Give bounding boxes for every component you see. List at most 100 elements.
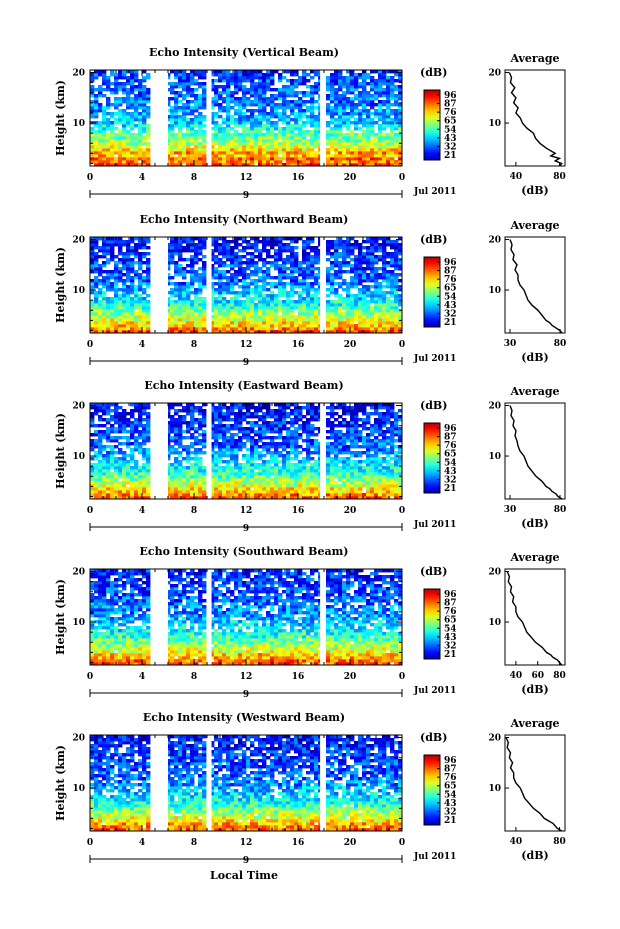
heatmap-cell <box>190 270 195 274</box>
heatmap-cell <box>310 315 315 319</box>
heatmap-cell <box>198 154 203 158</box>
heatmap-cell <box>338 136 343 140</box>
heatmap-cell <box>98 300 103 304</box>
heatmap-cell <box>314 136 319 140</box>
heatmap-cell <box>186 469 191 473</box>
heatmap-cell <box>258 109 263 113</box>
heatmap-cell <box>262 88 267 92</box>
heatmap-cell <box>218 136 223 140</box>
heatmap-cell <box>174 97 179 101</box>
heatmap-cell <box>138 136 143 140</box>
heatmap-cell <box>358 154 363 158</box>
heatmap-cell <box>338 160 343 164</box>
heatmap-cell <box>98 445 103 449</box>
heatmap-cell <box>182 139 187 143</box>
heatmap-cell <box>282 112 287 116</box>
heatmap-cell <box>102 324 107 328</box>
heatmap-cell <box>378 127 383 131</box>
heatmap-cell <box>374 103 379 107</box>
heatmap-cell <box>130 469 135 473</box>
heatmap-cell <box>110 246 115 250</box>
heatmap-cell <box>146 309 151 313</box>
heatmap-cell <box>370 252 375 256</box>
heatmap-cell <box>218 279 223 283</box>
heatmap-cell <box>226 463 231 467</box>
heatmap-cell <box>294 327 299 331</box>
heatmap-cell <box>198 306 203 310</box>
heatmap-cell <box>178 163 183 167</box>
heatmap-cell <box>218 270 223 274</box>
heatmap-cell <box>178 288 183 292</box>
heatmap-cell <box>394 151 399 155</box>
heatmap-cell <box>298 76 303 80</box>
heatmap-cell <box>358 243 363 247</box>
heatmap-cell <box>286 318 291 322</box>
heatmap-cell <box>134 493 139 497</box>
heatmap-cell <box>142 124 147 128</box>
heatmap-cell <box>90 442 95 446</box>
heatmap-cell <box>142 151 147 155</box>
heatmap-cell <box>386 324 391 328</box>
x-tick-label: 16 <box>292 340 305 350</box>
heatmap-cell <box>202 88 207 92</box>
heatmap-cell <box>106 309 111 313</box>
heatmap-cell <box>238 154 243 158</box>
heatmap-cell <box>366 252 371 256</box>
heatmap-cell <box>182 457 187 461</box>
heatmap-cell <box>366 157 371 161</box>
heatmap-cell <box>306 252 311 256</box>
heatmap-cell <box>198 288 203 292</box>
heatmap-cell <box>238 270 243 274</box>
heatmap-cell <box>118 151 123 155</box>
heatmap-cell <box>114 466 119 470</box>
heatmap-cell <box>106 100 111 104</box>
heatmap-cell <box>110 151 115 155</box>
heatmap-cell <box>202 478 207 482</box>
heatmap-cell <box>334 258 339 262</box>
heatmap-cell <box>214 321 219 325</box>
heatmap-cell <box>354 127 359 131</box>
heatmap-cell <box>110 282 115 286</box>
heatmap-cell <box>198 160 203 164</box>
heatmap-cell <box>306 79 311 83</box>
heatmap-cell <box>358 157 363 161</box>
heatmap-cell <box>182 267 187 271</box>
heatmap-cell <box>394 312 399 316</box>
heatmap-cell <box>102 76 107 80</box>
heatmap-cell <box>302 258 307 262</box>
heatmap-cell <box>398 249 403 253</box>
heatmap-cell <box>182 312 187 316</box>
heatmap-cell <box>122 285 127 289</box>
heatmap-cell <box>222 439 227 443</box>
heatmap-cell <box>122 484 127 488</box>
heatmap-cell <box>94 451 99 455</box>
heatmap-cell <box>190 255 195 259</box>
heatmap-cell <box>110 306 115 310</box>
heatmap-cell <box>250 157 255 161</box>
heatmap-cell <box>326 309 331 313</box>
heatmap-cell <box>138 279 143 283</box>
heatmap-cell <box>114 469 119 473</box>
heatmap-cell <box>126 312 131 316</box>
heatmap-cell <box>338 312 343 316</box>
heatmap-cell <box>330 324 335 328</box>
heatmap-cell <box>362 121 367 125</box>
heatmap-cell <box>174 315 179 319</box>
heatmap-cell <box>342 270 347 274</box>
heatmap-cell <box>334 94 339 98</box>
heatmap-cell <box>90 240 95 244</box>
heatmap-cell <box>98 127 103 131</box>
heatmap-cell <box>182 291 187 295</box>
heatmap-cell <box>190 249 195 253</box>
heatmap-cell <box>338 94 343 98</box>
heatmap-cell <box>282 85 287 89</box>
heatmap-cell <box>302 276 307 280</box>
heatmap-cell <box>114 288 119 292</box>
heatmap-cell <box>230 142 235 146</box>
heatmap-cell <box>94 469 99 473</box>
heatmap-cell <box>194 160 199 164</box>
heatmap-cell <box>114 318 119 322</box>
heatmap-cell <box>98 327 103 331</box>
heatmap-cell <box>134 103 139 107</box>
heatmap-cell <box>258 73 263 77</box>
